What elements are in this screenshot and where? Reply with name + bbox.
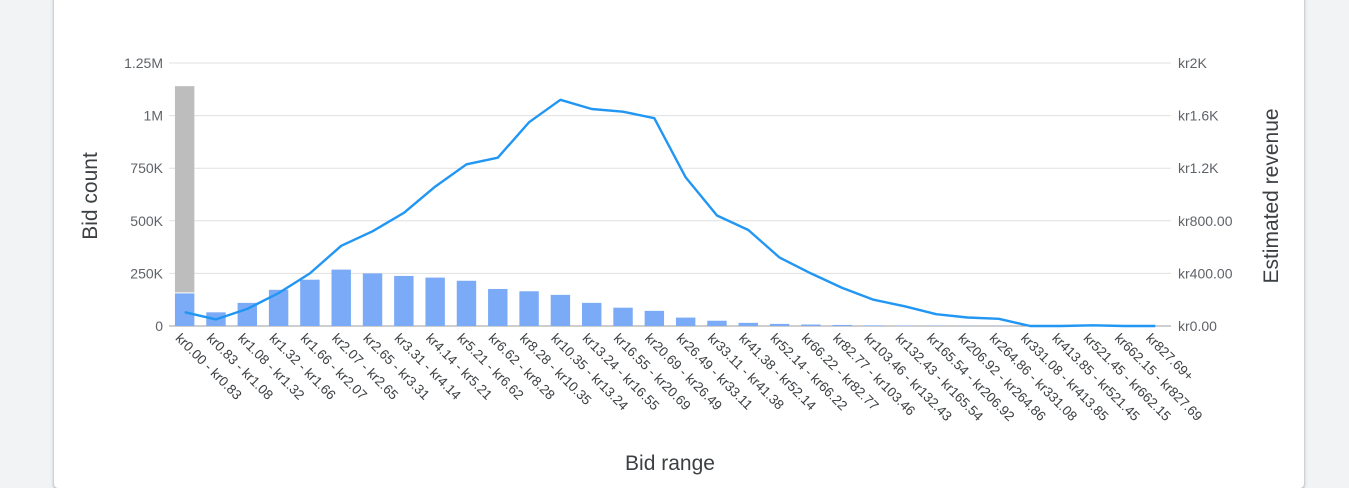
bar[interactable] bbox=[613, 308, 632, 326]
x-axis-title: Bid range bbox=[625, 452, 715, 475]
bar-stack-top[interactable] bbox=[175, 86, 194, 292]
y-right-tick-label: kr0.00 bbox=[1178, 318, 1217, 334]
y-axis-title-right: Estimated revenue bbox=[1260, 108, 1283, 283]
bar[interactable] bbox=[300, 280, 319, 326]
bar[interactable] bbox=[864, 325, 883, 326]
revenue-line-path[interactable] bbox=[185, 100, 1156, 326]
bar[interactable] bbox=[175, 293, 194, 326]
y-right-tick-label: kr2K bbox=[1178, 55, 1207, 71]
bar[interactable] bbox=[770, 324, 789, 326]
bar[interactable] bbox=[645, 311, 664, 326]
y-right-tick-label: kr1.6K bbox=[1178, 108, 1219, 124]
bar[interactable] bbox=[363, 273, 382, 326]
y-right-tick-label: kr400.00 bbox=[1178, 265, 1233, 281]
bar[interactable] bbox=[582, 303, 601, 326]
bar[interactable] bbox=[457, 281, 476, 326]
bar[interactable] bbox=[425, 278, 444, 326]
y-right-tick-label: kr1.2K bbox=[1178, 160, 1219, 176]
revenue-line bbox=[185, 100, 1156, 326]
y-axis-title-left: Bid count bbox=[79, 152, 102, 240]
y-left-tick-label: 1M bbox=[144, 108, 163, 124]
bar[interactable] bbox=[488, 289, 507, 326]
bar[interactable] bbox=[332, 270, 351, 326]
bar[interactable] bbox=[707, 321, 726, 326]
bar[interactable] bbox=[394, 276, 413, 326]
bar[interactable] bbox=[551, 295, 570, 326]
y-left-tick-label: 1.25M bbox=[124, 55, 163, 71]
bars bbox=[175, 86, 1165, 326]
y-left-tick-label: 750K bbox=[130, 160, 163, 176]
bar[interactable] bbox=[739, 323, 758, 326]
bar[interactable] bbox=[519, 291, 538, 326]
left-axis-ticks: 0 250K 500K 750K 1M 1.25M bbox=[124, 55, 164, 334]
bar[interactable] bbox=[801, 325, 820, 326]
bar[interactable] bbox=[676, 318, 695, 326]
y-left-tick-label: 250K bbox=[130, 265, 163, 281]
y-right-tick-label: kr800.00 bbox=[1178, 213, 1233, 229]
right-axis-ticks: kr0.00 kr400.00 kr800.00 kr1.2K kr1.6K kr2K bbox=[1178, 55, 1233, 334]
bar[interactable] bbox=[833, 325, 852, 326]
y-left-tick-label: 0 bbox=[155, 318, 163, 334]
y-left-tick-label: 500K bbox=[130, 213, 163, 229]
